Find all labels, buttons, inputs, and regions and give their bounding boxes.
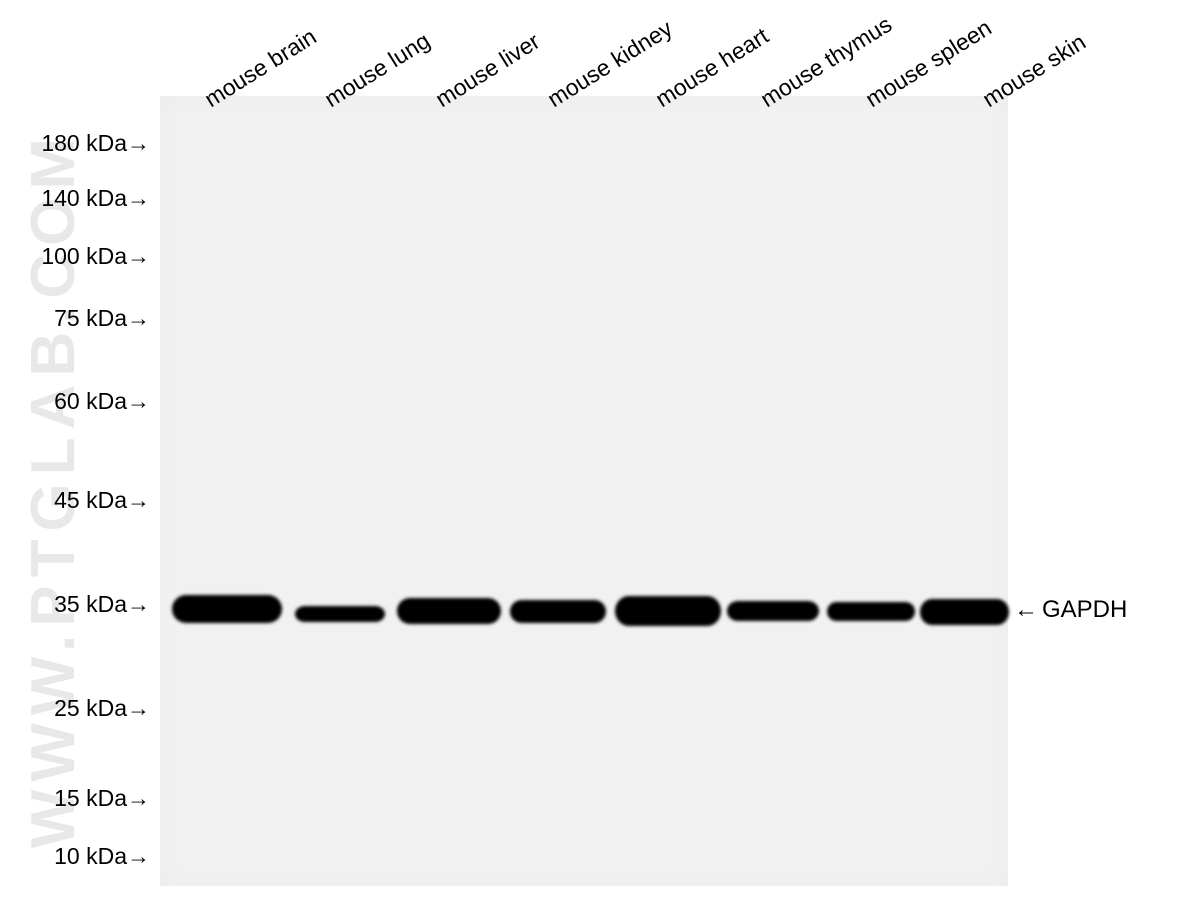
protein-band: [615, 596, 721, 626]
mw-marker-label: 45 kDa→: [10, 487, 150, 514]
mw-marker-label: 60 kDa→: [10, 388, 150, 415]
target-protein-label: GAPDH: [1042, 596, 1127, 624]
mw-marker-label: 10 kDa→: [10, 843, 150, 870]
mw-marker-label: 75 kDa→: [10, 305, 150, 332]
mw-marker-label: 180 kDa→: [10, 130, 150, 157]
target-arrow: ←: [1014, 596, 1038, 624]
blot-membrane: [160, 96, 1008, 886]
mw-marker-label: 140 kDa→: [10, 185, 150, 212]
protein-band: [920, 599, 1009, 625]
mw-marker-label: 35 kDa→: [10, 591, 150, 618]
protein-band: [827, 602, 915, 621]
protein-band: [295, 606, 385, 622]
mw-marker-label: 15 kDa→: [10, 785, 150, 812]
protein-band: [172, 595, 282, 623]
protein-band: [397, 598, 501, 624]
mw-marker-label: 100 kDa→: [10, 243, 150, 270]
protein-band: [510, 600, 606, 623]
protein-band: [727, 601, 819, 621]
western-blot-figure: mouse brainmouse lungmouse livermouse ki…: [0, 0, 1200, 903]
mw-marker-label: 25 kDa→: [10, 695, 150, 722]
lane-label: mouse skin: [978, 28, 1091, 113]
